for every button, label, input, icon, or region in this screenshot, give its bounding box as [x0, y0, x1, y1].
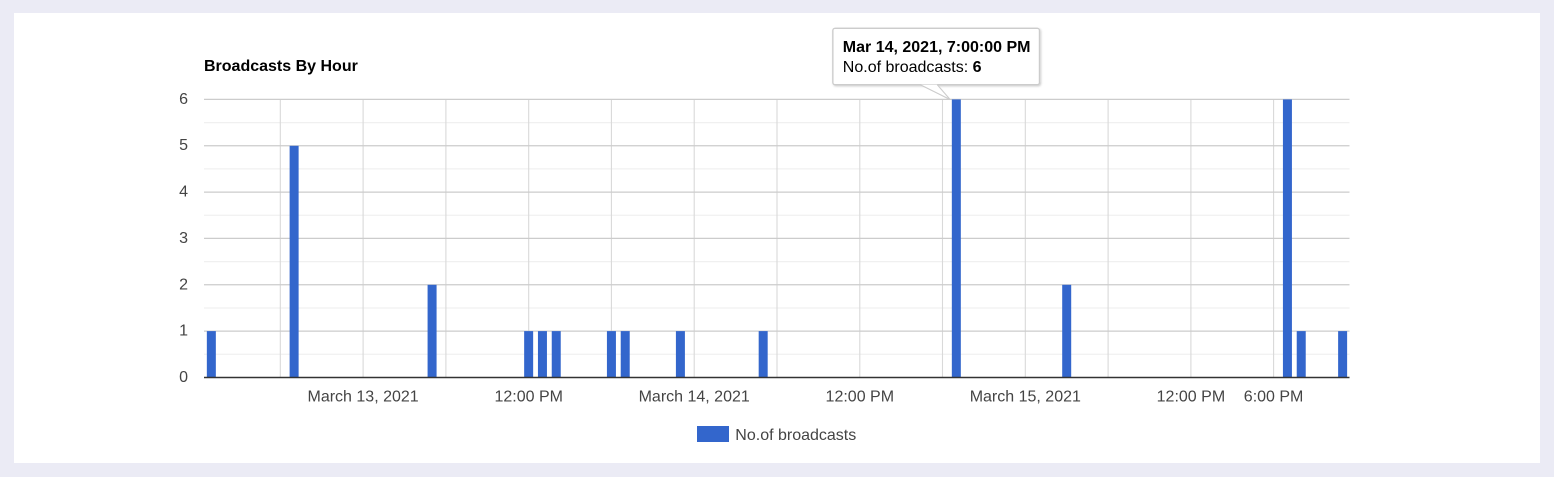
svg-text:March 14, 2021: March 14, 2021 — [639, 389, 750, 406]
svg-text:No.of broadcasts: 6: No.of broadcasts: 6 — [843, 59, 982, 76]
svg-text:Broadcasts By Hour: Broadcasts By Hour — [204, 58, 358, 75]
svg-text:6:00 PM: 6:00 PM — [1244, 389, 1304, 406]
svg-text:3: 3 — [179, 230, 188, 247]
svg-text:5: 5 — [179, 137, 188, 154]
svg-text:1: 1 — [179, 323, 188, 340]
svg-text:12:00 PM: 12:00 PM — [494, 389, 562, 406]
svg-text:6: 6 — [179, 91, 188, 108]
svg-text:March 15, 2021: March 15, 2021 — [970, 389, 1081, 406]
svg-text:4: 4 — [179, 184, 188, 201]
svg-text:No.of broadcasts: No.of broadcasts — [735, 427, 856, 444]
svg-text:March 13, 2021: March 13, 2021 — [308, 389, 419, 406]
svg-text:Mar 14, 2021, 7:00:00 PM: Mar 14, 2021, 7:00:00 PM — [843, 39, 1031, 56]
svg-text:2: 2 — [179, 276, 188, 293]
svg-text:12:00 PM: 12:00 PM — [1157, 389, 1225, 406]
svg-text:12:00 PM: 12:00 PM — [826, 389, 894, 406]
svg-text:0: 0 — [179, 369, 188, 386]
